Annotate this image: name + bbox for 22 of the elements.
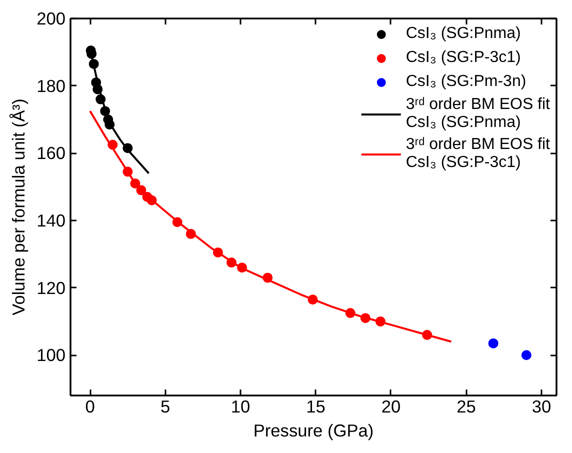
- y-tick-label: 180: [36, 76, 66, 96]
- x-tick-label: 20: [381, 396, 401, 416]
- y-axis-title: Volume per formula unit (Å³): [8, 98, 29, 316]
- legend-label: CsI₃ (SG:P-3c1): [406, 49, 521, 67]
- x-axis-title: Pressure (GPa): [253, 420, 374, 440]
- y-tick-label: 100: [36, 345, 66, 366]
- x-tick-label: 15: [306, 396, 326, 416]
- legend-label: 3ʳᵈ order BM EOS fit CsI₃ (SG:P-3c1): [406, 136, 550, 172]
- legend-label: CsI₃ (SG:Pnma): [406, 25, 521, 43]
- legend-label: CsI₃ (SG:Pm-3n): [406, 73, 526, 91]
- y-tick-label: 200: [36, 8, 66, 28]
- x-tick-label: 5: [160, 396, 170, 416]
- point: [521, 350, 532, 360]
- point: [488, 338, 498, 348]
- x-tick-label: 25: [456, 396, 476, 416]
- y-tick-label: 160: [36, 143, 66, 164]
- y-tick-label: 120: [36, 278, 66, 298]
- legend-label: 3ʳᵈ order BM EOS fit CsI₃ (SG:Pnma): [406, 96, 550, 132]
- x-tick-label: 10: [230, 396, 250, 416]
- y-tick-label: 140: [36, 210, 66, 230]
- x-tick-label: 0: [85, 396, 95, 416]
- x-tick-label: 30: [532, 396, 552, 416]
